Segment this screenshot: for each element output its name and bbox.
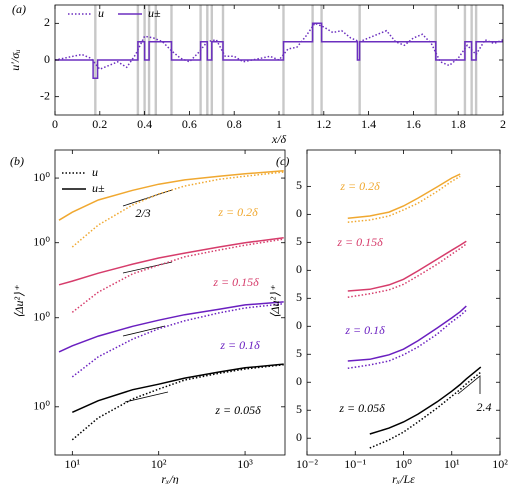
highlight-band — [311, 5, 314, 115]
x-tick-label: 1.4 — [361, 117, 376, 131]
x-tick-label: 0.2 — [92, 117, 107, 131]
annotation: z = 0.2δ — [217, 205, 258, 219]
annotation: z = 0.15δ — [212, 275, 259, 289]
x-tick-label: 1.8 — [451, 117, 466, 131]
slope-line — [124, 391, 169, 403]
highlight-band — [320, 5, 323, 115]
plot-frame — [54, 149, 286, 456]
y-axis-label: u′/σᵤ — [8, 49, 22, 70]
series-line — [58, 169, 284, 221]
series-line — [71, 363, 284, 441]
y-tick-label: 0 — [296, 262, 302, 276]
panel-label: (c) — [276, 154, 289, 168]
series-line — [71, 363, 284, 413]
highlight-band — [94, 5, 97, 115]
annotation: z = 0.2δ — [339, 179, 380, 193]
x-tick-label: 2 — [500, 117, 506, 131]
series-line — [369, 366, 482, 435]
x-tick-label: 0.8 — [227, 117, 242, 131]
series-line — [347, 305, 467, 362]
x-tick-label: 1 — [276, 117, 282, 131]
series-line — [347, 173, 461, 220]
x-axis-label: rₓ/Lε — [392, 472, 415, 484]
y-tick-label: 5 — [296, 178, 302, 192]
y-axis-label: ⟨Δu²⟩⁺ — [12, 284, 26, 318]
slope-guides — [122, 189, 481, 403]
y-tick-label: 5 — [296, 234, 302, 248]
series-line — [58, 237, 284, 286]
plot-frame — [306, 149, 501, 456]
panel-label: (b) — [10, 154, 24, 168]
x-tick-label: 10¹ — [444, 457, 460, 471]
highlight-band — [154, 5, 157, 115]
annotation: z = 0.1δ — [219, 338, 260, 352]
annotation: z = 0.05δ — [338, 401, 385, 415]
series-line — [347, 243, 467, 298]
annotation: z = 0.05δ — [214, 403, 261, 417]
x-tick-label: 10⁻² — [296, 457, 318, 471]
y-tick-label: 5 — [296, 346, 302, 360]
series-line — [71, 171, 284, 248]
y-tick-label: -2 — [40, 88, 50, 102]
x-axis-label: rₓ/η — [161, 472, 178, 484]
x-tick-label: 10¹ — [65, 457, 81, 471]
y-tick-label: 0 — [296, 430, 302, 444]
y-tick-label: 10⁰ — [33, 399, 50, 413]
series-line — [58, 301, 284, 353]
x-tick-label: 10⁻¹ — [344, 457, 366, 471]
x-tick-label: 0 — [52, 117, 58, 131]
series-line — [347, 240, 467, 292]
y-tick-label: 5 — [296, 290, 302, 304]
x-tick-label: 10² — [492, 457, 508, 471]
x-tick-label: 10⁰ — [395, 457, 412, 471]
y-tick-label: 10⁰ — [33, 170, 50, 184]
legend-label: u — [98, 6, 104, 20]
legend-label: u± — [148, 6, 161, 20]
series-line — [71, 302, 284, 378]
slope-line — [122, 325, 166, 337]
x-tick-label: 0.6 — [182, 117, 197, 131]
y-tick-label: 0 — [296, 374, 302, 388]
y-tick-label: 2 — [44, 15, 50, 29]
annotation: 2.4 — [477, 400, 492, 414]
y-tick-label: 5 — [296, 402, 302, 416]
x-tick-label: 1.2 — [316, 117, 331, 131]
y-tick-label: 0 — [44, 52, 50, 66]
annotation: z = 0.15δ — [336, 235, 383, 249]
annotation: 2/3 — [135, 206, 150, 220]
panel-label: (a) — [12, 2, 26, 16]
slope-triangle — [457, 375, 481, 395]
legend-label: u — [92, 165, 98, 179]
x-tick-label: 1.6 — [406, 117, 421, 131]
slope-line — [122, 189, 173, 207]
y-axis-label: ⟨Δu²⟩⁺ — [268, 284, 282, 318]
x-tick-label: 10³ — [237, 457, 253, 471]
series-line — [347, 309, 467, 370]
y-tick-label: 0 — [296, 318, 302, 332]
slope-line — [122, 261, 173, 274]
x-tick-label: 10² — [151, 457, 167, 471]
y-tick-label: 10⁰ — [33, 310, 50, 324]
series-line — [71, 238, 284, 313]
legend-label: u± — [92, 181, 105, 195]
x-tick-label: 0.4 — [137, 117, 152, 131]
y-tick-label: 0 — [296, 206, 302, 220]
series-line — [55, 22, 503, 80]
y-tick-label: 10⁰ — [33, 234, 50, 248]
x-axis-label: x/δ — [271, 132, 287, 146]
annotation: z = 0.1δ — [344, 323, 385, 337]
series-line — [347, 175, 461, 223]
